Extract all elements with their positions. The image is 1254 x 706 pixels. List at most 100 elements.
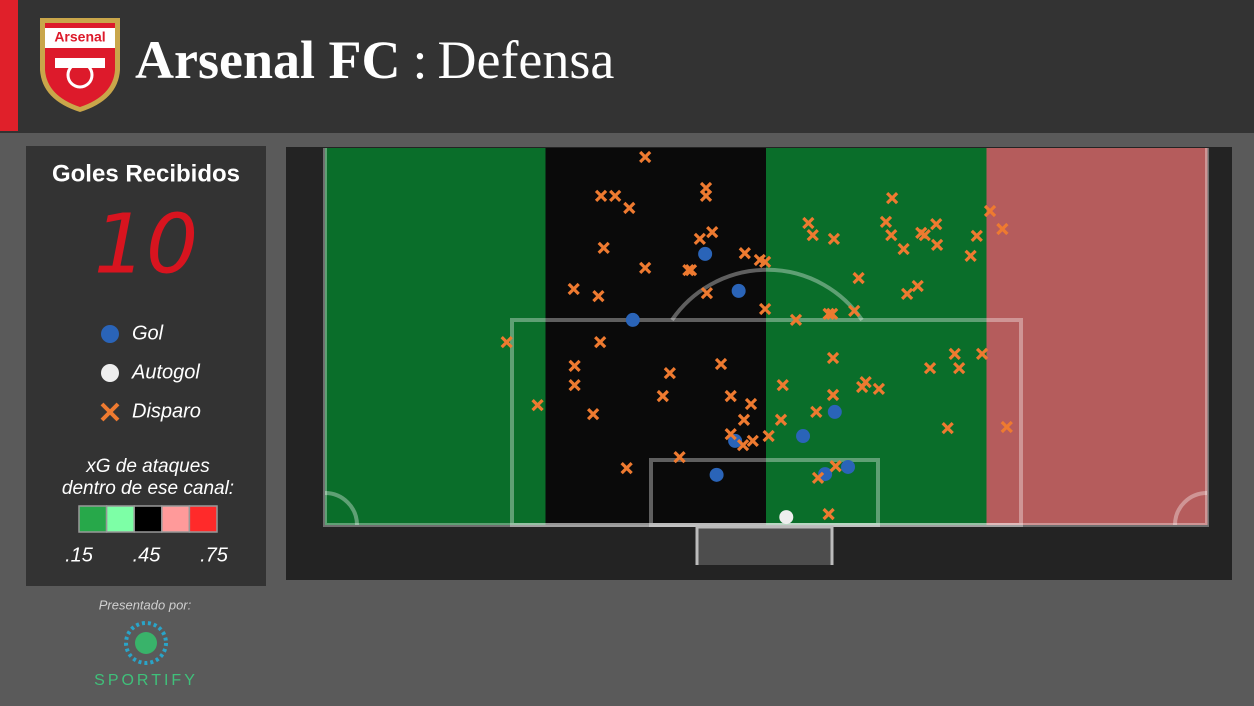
shot	[500, 336, 513, 349]
shot	[673, 451, 686, 464]
shot	[724, 428, 737, 441]
shot	[656, 389, 669, 403]
shot	[531, 398, 544, 412]
shot	[592, 290, 605, 303]
shot	[822, 507, 835, 521]
shot	[737, 413, 751, 426]
shot	[714, 357, 728, 371]
shot	[609, 189, 622, 203]
goal	[779, 510, 794, 525]
shot	[639, 150, 652, 164]
shot	[879, 215, 893, 229]
goal	[731, 283, 746, 298]
shot	[948, 347, 961, 360]
shot	[724, 389, 737, 403]
shot	[900, 287, 914, 301]
legend-label: Autogol	[131, 361, 200, 383]
legend-marker	[101, 325, 119, 343]
title: Arsenal FC: Defensa	[135, 30, 614, 90]
xg-tick-label: .45	[133, 544, 162, 566]
shot	[762, 429, 775, 443]
shot	[774, 413, 788, 426]
shot	[822, 307, 835, 321]
lane	[325, 148, 546, 525]
shot	[970, 229, 983, 242]
brand: SPORTIFY	[94, 672, 198, 689]
xg-swatch	[161, 505, 191, 533]
xg-scale: .15 .45 .75	[65, 505, 229, 566]
shot	[996, 222, 1009, 236]
shot	[1000, 420, 1013, 434]
shot	[758, 302, 772, 316]
presented-by: Presentado por:	[99, 597, 192, 612]
shot	[789, 313, 803, 327]
shot	[885, 192, 899, 205]
shot	[682, 264, 695, 277]
shot	[746, 434, 759, 448]
shot	[806, 228, 819, 242]
goal	[728, 433, 743, 448]
lanes	[325, 148, 1208, 525]
shot	[975, 347, 989, 360]
shot	[802, 216, 815, 230]
shot	[826, 351, 840, 365]
xg-tick-label: .75	[200, 544, 229, 566]
xg-swatch	[188, 505, 218, 533]
lane	[545, 148, 767, 525]
goal	[698, 246, 713, 261]
header	[0, 0, 1254, 133]
shot	[810, 405, 823, 419]
marks	[500, 150, 1013, 525]
legend-marker	[100, 402, 120, 422]
shot	[623, 201, 636, 215]
shot	[700, 287, 714, 300]
shot	[706, 225, 719, 239]
shot	[620, 461, 633, 475]
shot	[758, 255, 772, 268]
shot	[567, 282, 580, 296]
shot	[738, 247, 751, 260]
legend-label: Gol	[132, 322, 164, 344]
legend: Gol Autogol Disparo	[100, 322, 201, 422]
header-accent	[0, 0, 18, 131]
shot	[663, 366, 676, 380]
subtitle: Defensa	[437, 30, 614, 90]
xg-swatch	[105, 505, 135, 533]
pitch-lines	[323, 148, 1209, 565]
brand-logo	[124, 621, 168, 665]
xg-title: dentro de ese canal:	[62, 478, 234, 499]
crest-text: Arsenal	[54, 29, 105, 45]
goal	[709, 467, 724, 482]
shot	[736, 438, 750, 452]
shot	[983, 204, 997, 218]
xg-swatch	[78, 505, 108, 533]
shot	[953, 362, 966, 375]
crest: Arsenal	[40, 18, 120, 112]
shot	[639, 261, 652, 275]
shot	[744, 397, 758, 411]
shot	[852, 271, 865, 285]
shot	[684, 264, 698, 277]
shot	[964, 249, 977, 262]
shot	[859, 375, 872, 389]
goals-value: 10	[94, 197, 198, 292]
legend-label: Disparo	[132, 400, 201, 422]
shot	[568, 359, 581, 373]
goal	[841, 459, 856, 474]
goal	[827, 404, 842, 419]
xg-title: xG de ataques	[85, 456, 210, 477]
goals-title: Goles Recibidos	[52, 160, 240, 187]
shot	[826, 388, 840, 402]
shot	[699, 189, 713, 203]
title-separator: :	[412, 30, 427, 90]
lane	[766, 148, 987, 525]
shot	[897, 242, 910, 256]
shot	[918, 228, 931, 242]
shot	[594, 189, 608, 203]
legend-marker	[101, 364, 119, 382]
shot	[941, 421, 954, 435]
shot	[776, 379, 789, 392]
shot	[827, 232, 841, 245]
shot	[848, 304, 861, 317]
